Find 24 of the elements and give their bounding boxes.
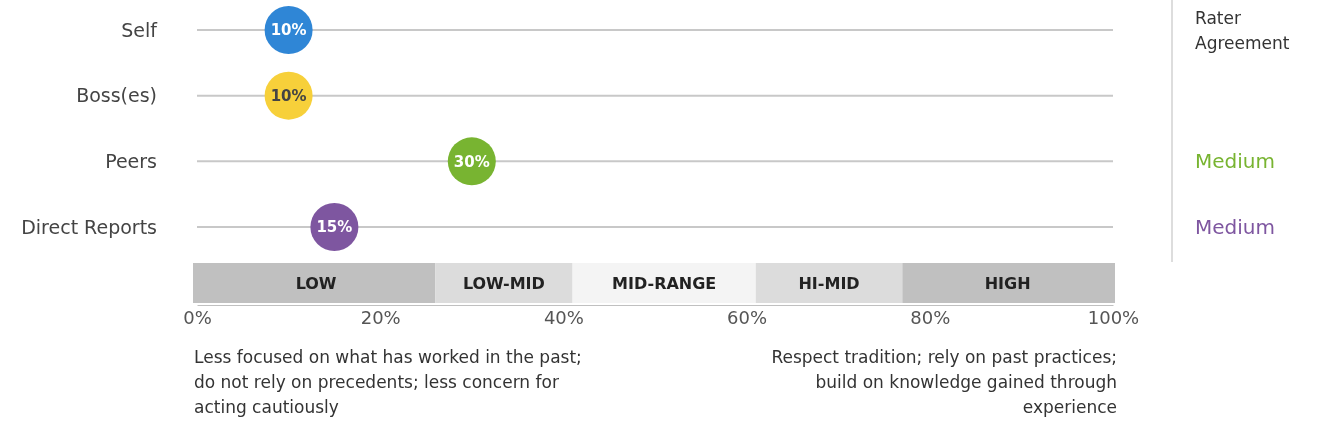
y-tick-label: Direct Reports [21, 215, 157, 238]
band-label: MID-RANGE [612, 273, 717, 293]
band-label: LOW-MID [462, 273, 545, 293]
data-label: 30% [453, 152, 490, 171]
text: Less focused on what has worked in the past; do not rely on precedents; less concern for acting cautiously [194, 347, 582, 417]
x-tick-label: 80% [910, 307, 951, 329]
band-label: HI-MID [798, 273, 860, 293]
data-label: 10% [270, 21, 307, 40]
text: Medium [1195, 215, 1275, 239]
text: Rater Agreement [1195, 8, 1290, 53]
x-tick-label: 100% [1087, 307, 1140, 329]
band-label: LOW [295, 273, 337, 293]
x-tick-label: 40% [543, 307, 584, 329]
x-tick-label: 0% [183, 307, 212, 329]
x-tick-label: 60% [727, 307, 768, 329]
data-label: 10% [270, 86, 307, 105]
x-tick-label: 20% [360, 307, 401, 329]
text: Respect tradition; rely on past practices; build on knowledge gained through experience [771, 347, 1117, 417]
data-label: 15% [316, 218, 353, 237]
band-label: HIGH [984, 273, 1031, 293]
y-tick-label: Self [121, 18, 159, 41]
y-tick-label: Boss(es) [76, 84, 157, 107]
text: Medium [1195, 149, 1275, 174]
y-tick-label: Peers [105, 149, 157, 172]
